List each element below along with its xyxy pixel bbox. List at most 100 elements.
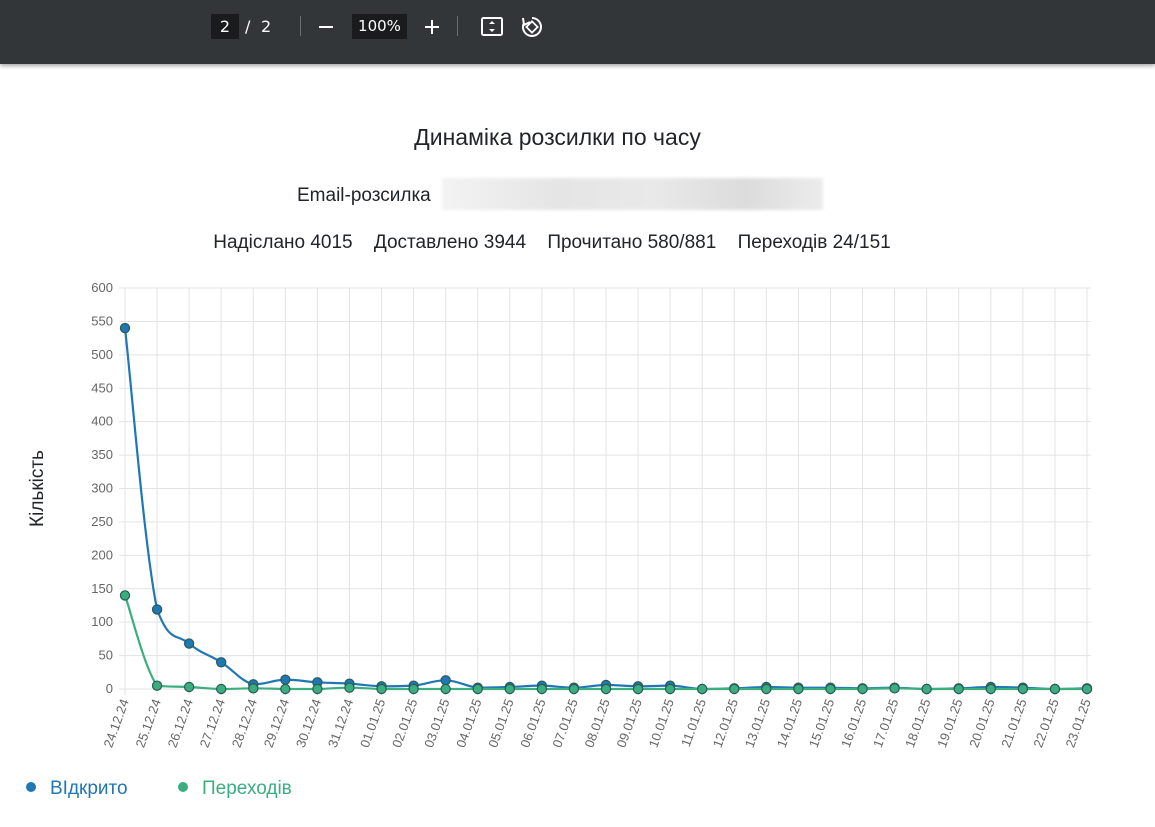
x-tick-label: 24.12.24 [100,697,131,750]
x-tick-label: 04.01.25 [453,697,484,750]
x-tick-label: 08.01.25 [581,697,612,750]
x-tick-label: 22.01.25 [1030,697,1061,750]
data-point-clicks [921,683,932,695]
data-point-opened [280,674,291,685]
x-tick-label: 30.12.24 [293,697,324,750]
y-tick-label: 450 [91,380,113,395]
data-point-clicks [761,683,772,695]
x-tick-label: 13.01.25 [742,697,773,750]
legend-opened-marker [26,781,36,792]
zoom-level-input[interactable]: 100% [352,14,407,39]
y-tick-label: 400 [91,414,113,429]
x-tick-label: 06.01.25 [517,697,548,750]
x-tick-label: 09.01.25 [613,697,644,750]
data-point-clicks [376,683,387,695]
y-tick-label: 300 [91,481,113,496]
data-point-opened [119,322,131,334]
x-tick-label: 20.01.25 [966,697,997,750]
y-tick-label: 50 [99,648,113,663]
data-point-clicks [440,683,451,695]
x-tick-label: 16.01.25 [838,697,869,750]
data-point-clicks [504,683,515,695]
report-title: Динаміка розсилки по часу [414,124,701,150]
x-tick-label: 12.01.25 [710,697,741,750]
data-point-clicks [280,683,291,695]
data-point-clicks [568,683,580,695]
rotate-icon[interactable] [517,12,547,42]
x-tick-label: 27.12.24 [197,697,228,750]
stat-delivered: Доставлено 3944 [373,232,527,253]
data-point-clicks [697,683,708,695]
zoom-in-icon[interactable] [417,12,447,42]
y-tick-label: 150 [91,581,113,596]
timeline-line-chart: 0 50 100 150 200 250 300 350 400 450 500 550 600 24.1… [27,280,1094,750]
toolbar-divider [300,16,301,36]
data-point-clicks [1017,683,1029,695]
page-total: 2 [261,17,272,36]
x-tick-label: 18.01.25 [902,697,933,750]
y-tick-label: 600 [91,280,113,295]
fit-page-icon[interactable] [477,12,507,42]
x-tick-label: 11.01.25 [678,697,709,749]
data-point-opened [151,604,163,615]
x-tick-label: 17.01.25 [870,697,901,750]
stat-clicks: Переходів 24/151 [737,232,891,253]
y-tick-label: 500 [91,347,113,362]
redacted-campaign-name [442,178,823,210]
data-point-clicks [632,683,644,695]
data-point-clicks [600,683,612,695]
x-tick-label: 23.01.25 [1062,697,1093,750]
x-tick-label: 31.12.24 [325,697,356,750]
x-tick-label: 21.01.25 [998,697,1029,750]
data-point-clicks [1049,683,1061,695]
x-tick-label: 29.12.24 [261,697,292,750]
x-tick-label: 02.01.25 [389,697,420,750]
data-point-clicks [248,683,259,694]
data-point-clicks [215,683,227,695]
data-point-clicks [119,590,131,601]
legend-clicks-marker [178,781,188,792]
x-tick-label: 15.01.25 [806,697,837,750]
x-tick-label: 01.01.25 [357,697,388,750]
legend-opened-label: ВІдкрито [50,778,128,799]
x-tick-label: 05.01.25 [485,697,516,750]
data-point-clicks [953,683,964,695]
data-point-clicks [985,683,997,695]
data-point-clicks [312,683,323,695]
pdf-toolbar: 2 / 2 100% [0,0,1155,64]
page-separator: / [245,17,251,36]
data-point-opened [215,657,227,668]
stat-read: Прочитано 580/881 [547,232,717,253]
y-tick-label: 100 [91,614,113,629]
x-tick-label: 07.01.25 [549,697,580,750]
data-point-clicks [825,683,836,695]
x-tick-label: 19.01.25 [934,697,965,750]
data-point-clicks [344,682,355,693]
data-point-clicks [1081,683,1093,695]
data-point-opened [183,638,195,649]
data-point-clicks [664,683,676,695]
data-point-clicks [183,681,195,693]
legend-clicks-label: Переходів [202,778,292,799]
x-tick-label: 28.12.24 [229,697,260,750]
y-tick-label: 250 [91,514,113,529]
y-tick-label: 550 [91,313,113,328]
data-point-clicks [857,683,868,695]
data-point-opened [440,675,451,686]
data-point-clicks [472,683,483,695]
legend-clicks[interactable]: Переходів [178,778,292,800]
data-point-clicks [889,683,900,694]
data-point-clicks [151,680,163,691]
data-point-clicks [793,683,804,695]
page-number-input[interactable]: 2 [211,14,239,39]
y-tick-label: 350 [91,447,113,462]
x-tick-label: 03.01.25 [421,697,452,750]
y-axis-title: Кількість [27,450,48,527]
data-point-clicks [408,683,419,695]
zoom-out-icon[interactable] [311,12,341,42]
x-tick-label: 25.12.24 [132,697,163,750]
y-tick-label: 0 [106,681,113,696]
toolbar-divider [457,16,458,36]
x-tick-label: 14.01.25 [774,697,805,750]
legend-opened[interactable]: ВІдкрито [26,778,128,800]
